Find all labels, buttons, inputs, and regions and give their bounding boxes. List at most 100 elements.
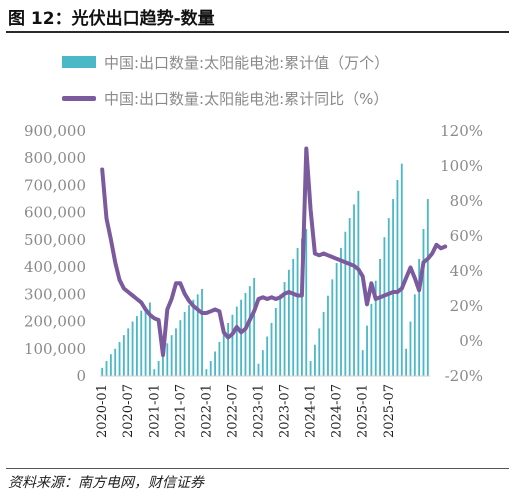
bar: [105, 361, 108, 376]
bar: [183, 312, 186, 376]
bar: [279, 294, 282, 376]
y-left-tick-label: 500,000: [24, 231, 86, 249]
legend-swatch-bar: [62, 56, 96, 68]
y-right-tick-label: 100%: [440, 157, 483, 175]
y-right-tick-label: -20%: [445, 367, 483, 385]
bar: [257, 363, 260, 376]
y-left-tick-label: 600,000: [24, 204, 86, 222]
x-tick-label: 2022-07: [225, 384, 240, 438]
bar: [344, 231, 347, 376]
bar: [357, 190, 360, 376]
bar: [157, 361, 160, 376]
bar: [196, 294, 199, 376]
bar: [331, 279, 334, 376]
x-tick-label: 2024-01: [304, 384, 319, 438]
bar: [188, 305, 190, 376]
bar: [335, 263, 338, 376]
bar: [244, 292, 247, 376]
bar: [192, 299, 195, 376]
bar: [340, 248, 342, 376]
bar: [179, 320, 182, 376]
bar: [374, 280, 377, 376]
x-tick-label: 2020-07: [121, 384, 136, 438]
y-right-tick-label: 0%: [459, 332, 483, 350]
y-right-tick-label: 40%: [450, 262, 483, 280]
bar: [296, 248, 299, 376]
bar: [309, 361, 312, 376]
source-divider: [6, 468, 509, 469]
bar: [322, 312, 325, 376]
bar: [366, 325, 368, 376]
bar: [422, 229, 425, 376]
bar: [383, 237, 386, 376]
bar: [253, 278, 256, 376]
y-left-tick-label: 200,000: [24, 313, 86, 331]
bar: [114, 348, 117, 376]
bar: [231, 314, 234, 376]
bar: [166, 343, 169, 376]
bar: [348, 218, 351, 376]
x-tick-label: 2023-01: [251, 384, 266, 438]
bar: [405, 348, 408, 376]
line-series-yoy: [100, 146, 448, 357]
bar: [214, 351, 216, 376]
bar: [149, 302, 151, 376]
legend-swatch-line: [62, 95, 96, 101]
bar: [248, 286, 251, 376]
bar: [300, 238, 303, 376]
bar: [201, 288, 203, 376]
x-tick-label: 2022-01: [199, 384, 214, 438]
x-tick-label: 2023-07: [278, 384, 293, 438]
bar: [396, 180, 399, 376]
bar: [109, 354, 112, 376]
bar: [318, 328, 321, 376]
bar: [118, 341, 121, 376]
chart-legend: 中国:出口数量:太阳能电池:累计值（万个） 中国:出口数量:太阳能电池:累计同比…: [62, 50, 482, 122]
bar: [314, 344, 316, 376]
figure-title: 图 12：光伏出口趋势-数量: [8, 9, 215, 29]
bar: [392, 199, 395, 376]
bar: [274, 307, 277, 376]
bar: [418, 258, 421, 376]
bar: [270, 322, 273, 376]
bar: [144, 306, 147, 376]
bar: [127, 328, 130, 376]
bar: [209, 361, 212, 376]
x-tick-label: 2021-01: [147, 384, 162, 438]
bar: [305, 229, 308, 376]
bar: [283, 282, 286, 376]
bar: [409, 321, 412, 376]
legend-label-line: 中国:出口数量:太阳能电池:累计同比（%）: [104, 89, 389, 108]
bar: [400, 163, 403, 376]
bar: [162, 351, 164, 376]
bar: [353, 204, 355, 376]
bar: [370, 303, 373, 376]
y-left-tick-label: 900,000: [24, 122, 86, 140]
legend-item-bar: 中国:出口数量:太阳能电池:累计值（万个）: [62, 50, 482, 74]
bar: [327, 295, 329, 376]
bar: [175, 328, 177, 376]
bar: [170, 335, 173, 376]
bar: [261, 350, 264, 376]
bar: [131, 321, 134, 376]
bar: [379, 258, 381, 376]
bar: [361, 350, 364, 376]
bar: [266, 336, 269, 376]
y-left-tick-label: 100,000: [24, 340, 86, 358]
y-right-tick-label: 20%: [450, 297, 483, 315]
x-tick-label: 2025-01: [356, 384, 371, 438]
y-right-tick-label: 120%: [440, 122, 483, 140]
y-right-tick-label: 80%: [450, 192, 483, 210]
bar: [240, 299, 243, 376]
bar: [218, 341, 221, 376]
x-tick-label: 2020-01: [95, 384, 110, 438]
bar: [426, 199, 429, 376]
y-left-tick-label: 0: [76, 367, 86, 385]
legend-label-bar: 中国:出口数量:太阳能电池:累计值（万个）: [104, 53, 390, 72]
bar: [235, 306, 238, 376]
bar: [222, 332, 225, 376]
y-right-tick-label: 60%: [450, 227, 483, 245]
y-left-tick-label: 800,000: [24, 149, 86, 167]
title-divider: [6, 31, 509, 33]
